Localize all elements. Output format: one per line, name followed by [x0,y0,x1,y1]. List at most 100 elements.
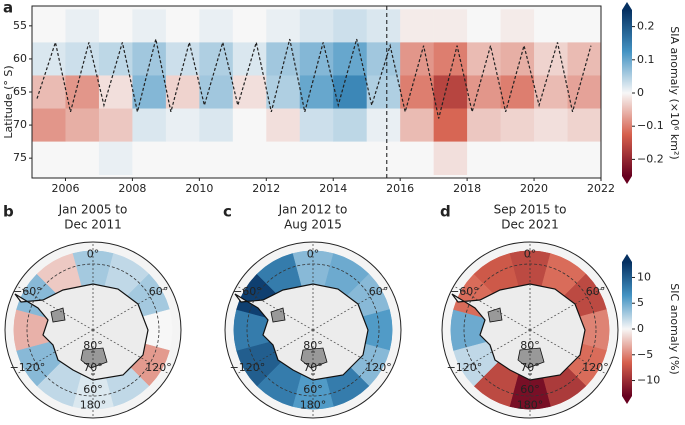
heat-cell [366,141,401,175]
heat-cell [534,9,568,43]
heat-cell [232,108,267,142]
heat-cell [299,9,334,43]
map-frame [224,241,402,419]
lon-label: −120° [230,361,266,374]
colorbar-top [622,2,632,10]
heat-cell [400,75,434,109]
heat-cell [65,141,100,175]
colorbar-tick-label: −0.1 [637,119,664,132]
meridian [529,329,607,375]
heat-cell [299,141,334,175]
lon-label: 180° [517,399,544,412]
antarctica [451,283,586,381]
lat-label: 80° [83,339,103,352]
meridian [453,329,531,375]
heat-cell [132,9,167,43]
colorbar-tick-label: −0.2 [637,152,664,165]
heat-cell [266,42,301,76]
y-tick-label: 70 [13,118,27,131]
x-tick-label: 2022 [587,182,615,195]
colorbar-tick-label: −10 [637,374,660,387]
map-title: Jan 2005 to [58,203,128,217]
heat-cell [567,141,602,175]
panel-label: a [3,0,13,17]
heat-cell [32,42,66,76]
meridian [16,329,94,375]
lat-label: 80° [303,339,323,352]
colorbar-tick-label: 0.2 [637,20,655,33]
map-title: Sep 2015 to [494,203,567,217]
heat-cell [132,141,167,175]
meridian [92,329,170,375]
heat-cell [534,108,568,142]
heat-cell [132,75,167,109]
colorbar-tick-label: 0.1 [637,53,655,66]
colorbar-tick-label: −5 [637,348,653,361]
heat-cell [98,108,133,142]
parallel [246,263,380,397]
lon-label: 60° [586,285,606,298]
x-tick-label: 2018 [453,182,481,195]
y-axis-label: Latitude (° S) [2,65,15,138]
meridian [453,285,531,331]
lon-label: 0° [524,247,537,260]
colorbar-label: SIC anomaly (%) [668,283,681,374]
heat-cell [500,9,535,43]
heat-cell [467,9,501,43]
heat-cell [366,42,401,76]
lat-label: 60° [303,383,323,396]
heat-cell [366,108,401,142]
lon-label: 0° [307,247,320,260]
lon-label: −60° [13,285,42,298]
lon-label: 60° [369,285,389,298]
heat-cell [32,141,66,175]
heat-cell [400,141,434,175]
lat-label: 60° [83,383,103,396]
heat-cell [132,42,167,76]
x-tick-label: 2012 [252,182,280,195]
heat-cell [467,141,501,175]
heat-cell [65,42,100,76]
heat-cell [199,141,234,175]
heat-cell [433,108,468,142]
colorbar-tick-label: 10 [637,270,651,283]
meridian [529,285,607,331]
heat-cell [98,9,133,43]
heat-cell [65,9,100,43]
heat-cell [534,42,568,76]
colorbar [622,262,632,396]
lat-label: 70° [83,361,103,374]
heat-cell [266,75,301,109]
panel-label: b [3,203,14,221]
y-tick-label: 75 [13,151,27,164]
meridian [236,329,314,375]
map-title: Jan 2012 to [278,203,348,217]
heat-cell [500,75,535,109]
colorbar-tick-label: 5 [637,296,644,309]
x-tick-label: 2014 [319,182,347,195]
x-tick-label: 2010 [185,182,213,195]
y-tick-label: 60 [13,52,27,65]
lon-label: −60° [233,285,262,298]
heat-cell [165,141,200,175]
heat-cell [433,141,468,175]
ice-edge [36,38,592,119]
colorbar-bottom [622,176,632,184]
heat-cell [534,141,568,175]
heat-cell [467,75,501,109]
colorbar [622,10,632,176]
heat-cell [299,75,334,109]
heat-cell [333,9,368,43]
lon-label: 120° [582,361,609,374]
heat-cell [199,42,234,76]
parallel [463,263,597,397]
heat-cell [165,75,200,109]
heat-cell [32,108,66,142]
lat-label: 70° [520,361,540,374]
ice-shelf [300,347,328,369]
map-frame [4,241,182,419]
heat-cell [333,75,368,109]
heat-cell [232,141,267,175]
meridian [312,285,390,331]
heat-cell [266,108,301,142]
